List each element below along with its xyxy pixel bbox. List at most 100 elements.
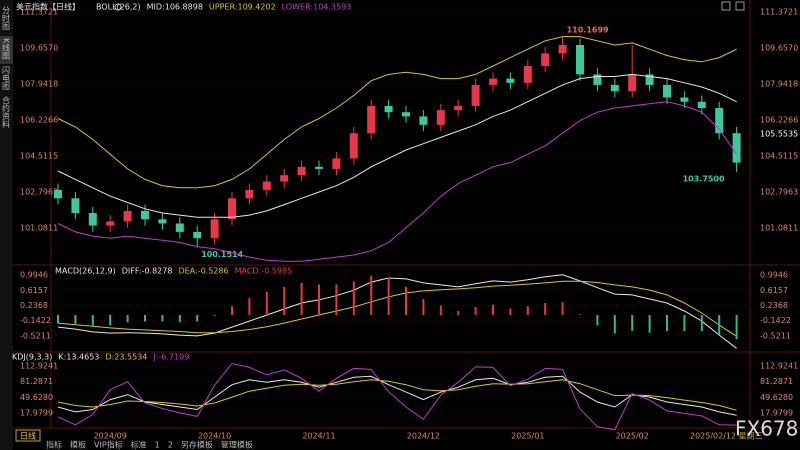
toolbar-item[interactable]: 标准: [131, 440, 147, 450]
panel-header: UPPER:109.4202: [209, 3, 276, 12]
y-tick-label: 0.2368: [20, 301, 48, 310]
macd-bar: [91, 315, 94, 327]
macd-bar: [422, 298, 425, 316]
macd-bar: [109, 315, 112, 326]
indicator-line: [57, 379, 737, 411]
macd-bar: [718, 315, 721, 336]
y-tick-label: 104.5115: [20, 152, 58, 161]
period-button-frame: [15, 429, 41, 442]
candle-body: [402, 112, 410, 117]
candle-body: [384, 105, 393, 113]
macd-bar: [126, 315, 129, 323]
sidebar-tab[interactable]: 分时图: [2, 6, 11, 31]
panel-header: MID:106.8898: [147, 3, 203, 12]
macd-bar: [335, 284, 338, 316]
candle-body: [576, 45, 584, 75]
candle-body: [593, 74, 602, 85]
extreme-label: 103.7500: [683, 175, 725, 184]
window-icon[interactable]: [721, 1, 731, 11]
toolbar-item[interactable]: 2: [168, 441, 173, 450]
candle-body: [419, 116, 428, 125]
candle-body: [680, 97, 689, 102]
macd-bar: [213, 315, 216, 316]
y-tick-label: 0.9946: [760, 271, 788, 280]
candle-body: [71, 198, 80, 214]
macd-bar: [544, 302, 547, 316]
indicator-line: [57, 101, 738, 262]
sidebar-active: [0, 36, 13, 64]
macd-bar: [561, 302, 564, 316]
toolbar-item[interactable]: VIP指标: [94, 440, 123, 450]
y-tick-label: 17.9799: [760, 408, 793, 417]
macd-bar: [161, 315, 164, 322]
candle-body: [245, 189, 254, 199]
y-tick-label: 111.3721: [20, 8, 58, 17]
candle-body: [471, 84, 480, 106]
y-tick-label: 0.6157: [760, 286, 788, 295]
panel-header: D:23.5534: [105, 353, 147, 362]
y-tick-label: 0.9946: [20, 271, 48, 280]
candle-body: [645, 74, 654, 85]
panel-header: BOLL(26,2): [96, 3, 141, 12]
candle-body: [228, 198, 236, 220]
panel-header: 美元指数【日线】: [16, 2, 80, 12]
macd-bar: [492, 304, 494, 316]
macd-bar: [666, 315, 668, 332]
sidebar-tab[interactable]: 闪电图: [2, 66, 11, 91]
candle-body: [349, 133, 358, 159]
x-tick-label: 2024/12: [407, 432, 440, 441]
toolbar-item[interactable]: 另存模板: [181, 440, 213, 450]
y-tick-label: 49.6280: [760, 393, 793, 402]
panel-header: DEA:-0.5286: [178, 267, 228, 276]
watermark: FX678: [735, 417, 798, 441]
y-tick-label: -0.1422: [760, 316, 791, 325]
y-tick-label: 101.0811: [20, 224, 58, 233]
macd-bar: [283, 286, 286, 316]
macd-bar: [300, 282, 303, 316]
macd-bar: [596, 315, 599, 326]
macd-bar: [683, 315, 686, 332]
indicator-line: [57, 280, 737, 337]
y-tick-label: 101.0811: [760, 224, 798, 233]
candle-body: [88, 213, 97, 226]
indicator-line: [57, 274, 737, 349]
macd-bar: [387, 277, 390, 316]
candle-body: [436, 110, 445, 125]
extreme-label: 100.1514: [201, 250, 243, 259]
sidebar-tab[interactable]: 合约资料: [2, 95, 11, 129]
toolbar-item[interactable]: 指标: [46, 440, 62, 450]
candle-body: [367, 105, 376, 134]
y-tick-label: 104.5115: [760, 152, 798, 161]
settings-icon[interactable]: [114, 3, 122, 11]
y-tick-label: 0.2368: [760, 301, 788, 310]
toolbar-item[interactable]: 模板: [70, 440, 86, 450]
x-tick-label: 2025/01: [511, 432, 544, 441]
x-tick-label: 2024/11: [302, 432, 335, 441]
macd-bar: [57, 315, 59, 324]
window-icon[interactable]: [735, 1, 745, 11]
candle-body: [541, 53, 550, 67]
y-tick-label: 107.9418: [20, 80, 58, 89]
panel-header: DIFF:-0.8278: [122, 267, 173, 276]
macd-bar: [631, 315, 634, 332]
macd-bar: [265, 291, 268, 316]
x-tick-label: 2024/10: [198, 432, 231, 441]
sidebar-tab[interactable]: K线图: [2, 38, 11, 60]
period-button[interactable]: 日线: [20, 431, 36, 441]
macd-bar: [248, 298, 251, 316]
candle-body: [315, 166, 323, 169]
toolbar-item[interactable]: 1: [155, 441, 160, 450]
candle-body: [454, 105, 463, 111]
indicator-line: [57, 36, 737, 189]
macd-bar: [457, 311, 460, 316]
candle-body: [628, 74, 637, 92]
candle-body: [54, 189, 62, 199]
y-tick-label: 112.9241: [760, 361, 798, 370]
candle-body: [506, 78, 515, 83]
panel-header: K:13.4653: [58, 353, 99, 362]
toolbar-item[interactable]: 管理模板: [221, 440, 253, 450]
candle-body: [262, 181, 271, 190]
candle-body: [558, 45, 567, 54]
y-tick-label: 49.6280: [20, 393, 53, 402]
